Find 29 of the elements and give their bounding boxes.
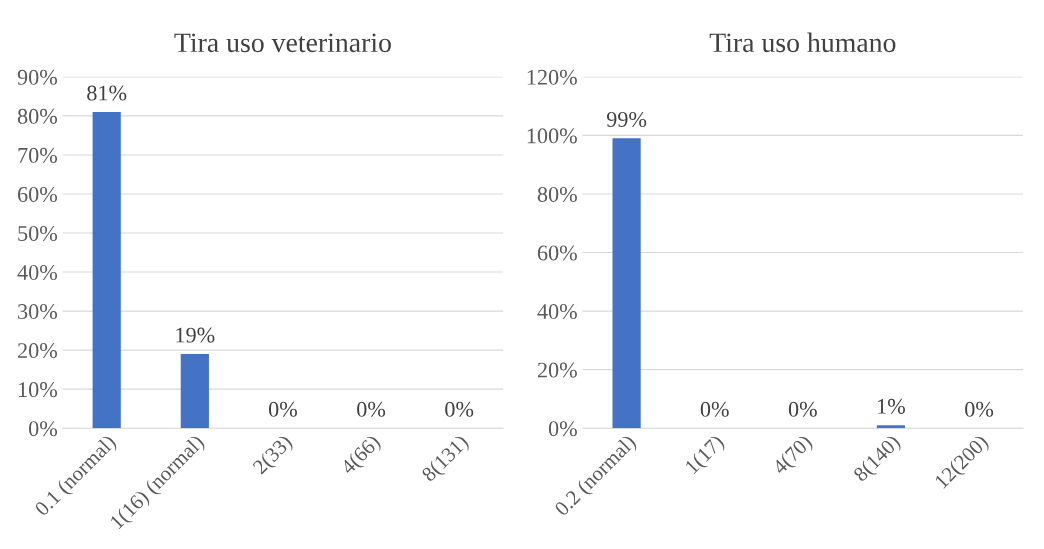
y-tick-label: 50% — [18, 225, 58, 242]
y-tick-label: 0% — [29, 421, 58, 437]
y-tick-label: 80% — [17, 108, 58, 124]
y-tick-label: 60% — [537, 245, 577, 261]
y-tick-label: 40% — [537, 304, 577, 320]
y-tick-label: 30% — [18, 304, 58, 320]
y-tick-label: 80% — [537, 186, 577, 202]
y-tick-label: 70% — [18, 147, 58, 163]
y-tick-label: 100% — [527, 128, 577, 144]
y-tick-label: 120% — [527, 69, 577, 85]
data-label: 0% — [445, 401, 474, 417]
y-tick-label: 60% — [18, 186, 58, 202]
y-tick-label: 40% — [17, 264, 58, 281]
y-tick-label: 0% — [548, 421, 577, 437]
chart-title: Tira uso humano — [709, 32, 896, 53]
y-tick-label: 10% — [19, 382, 58, 398]
data-label: 0% — [268, 401, 297, 417]
y-tick-label: 90% — [17, 69, 58, 85]
data-label: 0% — [700, 401, 729, 417]
y-tick-label: 20% — [18, 343, 58, 359]
chart-title: Tira uso veterinario — [174, 33, 391, 53]
data-label: 81% — [87, 85, 127, 101]
y-tick-label: 20% — [537, 362, 577, 378]
data-label: 19% — [176, 327, 215, 343]
data-label: 99% — [606, 111, 647, 127]
data-label: 0% — [965, 401, 994, 417]
data-label: 1% — [878, 398, 905, 414]
data-label: 0% — [357, 401, 386, 417]
data-label: 0% — [788, 401, 817, 417]
